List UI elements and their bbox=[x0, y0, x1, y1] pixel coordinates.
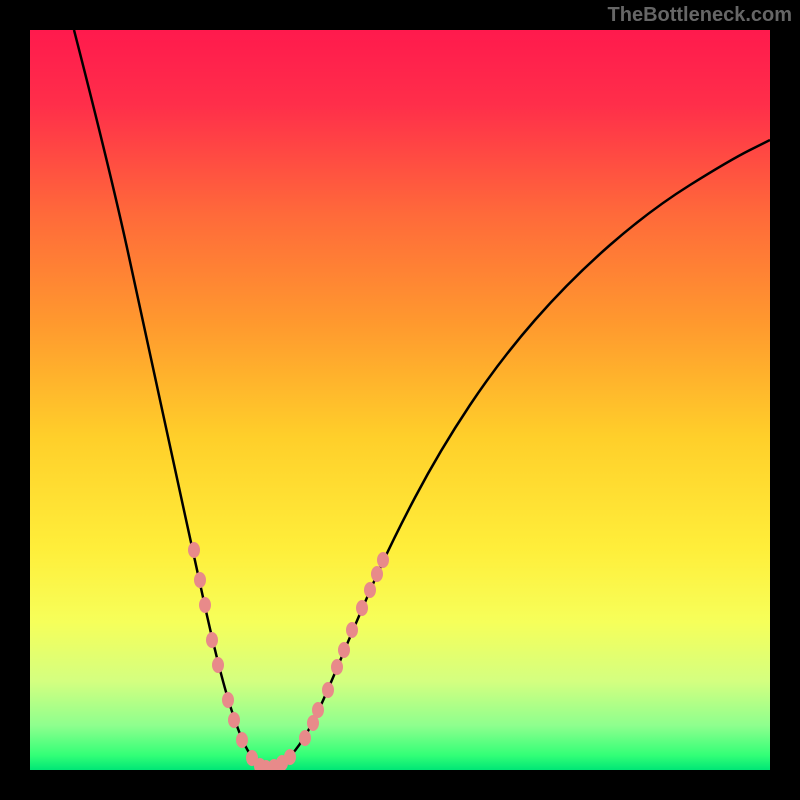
watermark-text: TheBottleneck.com bbox=[608, 4, 792, 27]
bottleneck-curve bbox=[74, 30, 770, 767]
data-marker bbox=[371, 566, 383, 582]
data-marker bbox=[312, 702, 324, 718]
data-marker bbox=[222, 692, 234, 708]
data-marker bbox=[322, 682, 334, 698]
data-marker bbox=[346, 622, 358, 638]
data-marker bbox=[188, 542, 200, 558]
data-marker bbox=[212, 657, 224, 673]
data-marker bbox=[356, 600, 368, 616]
data-marker bbox=[377, 552, 389, 568]
curve-layer bbox=[30, 30, 770, 770]
data-marker bbox=[236, 732, 248, 748]
data-marker bbox=[194, 572, 206, 588]
chart-container: TheBottleneck.com bbox=[0, 0, 800, 800]
data-marker bbox=[199, 597, 211, 613]
data-marker bbox=[331, 659, 343, 675]
data-marker bbox=[284, 749, 296, 765]
data-marker bbox=[228, 712, 240, 728]
plot-area bbox=[30, 30, 770, 770]
data-marker bbox=[338, 642, 350, 658]
data-marker bbox=[299, 730, 311, 746]
data-marker bbox=[206, 632, 218, 648]
data-markers bbox=[188, 542, 389, 770]
data-marker bbox=[364, 582, 376, 598]
